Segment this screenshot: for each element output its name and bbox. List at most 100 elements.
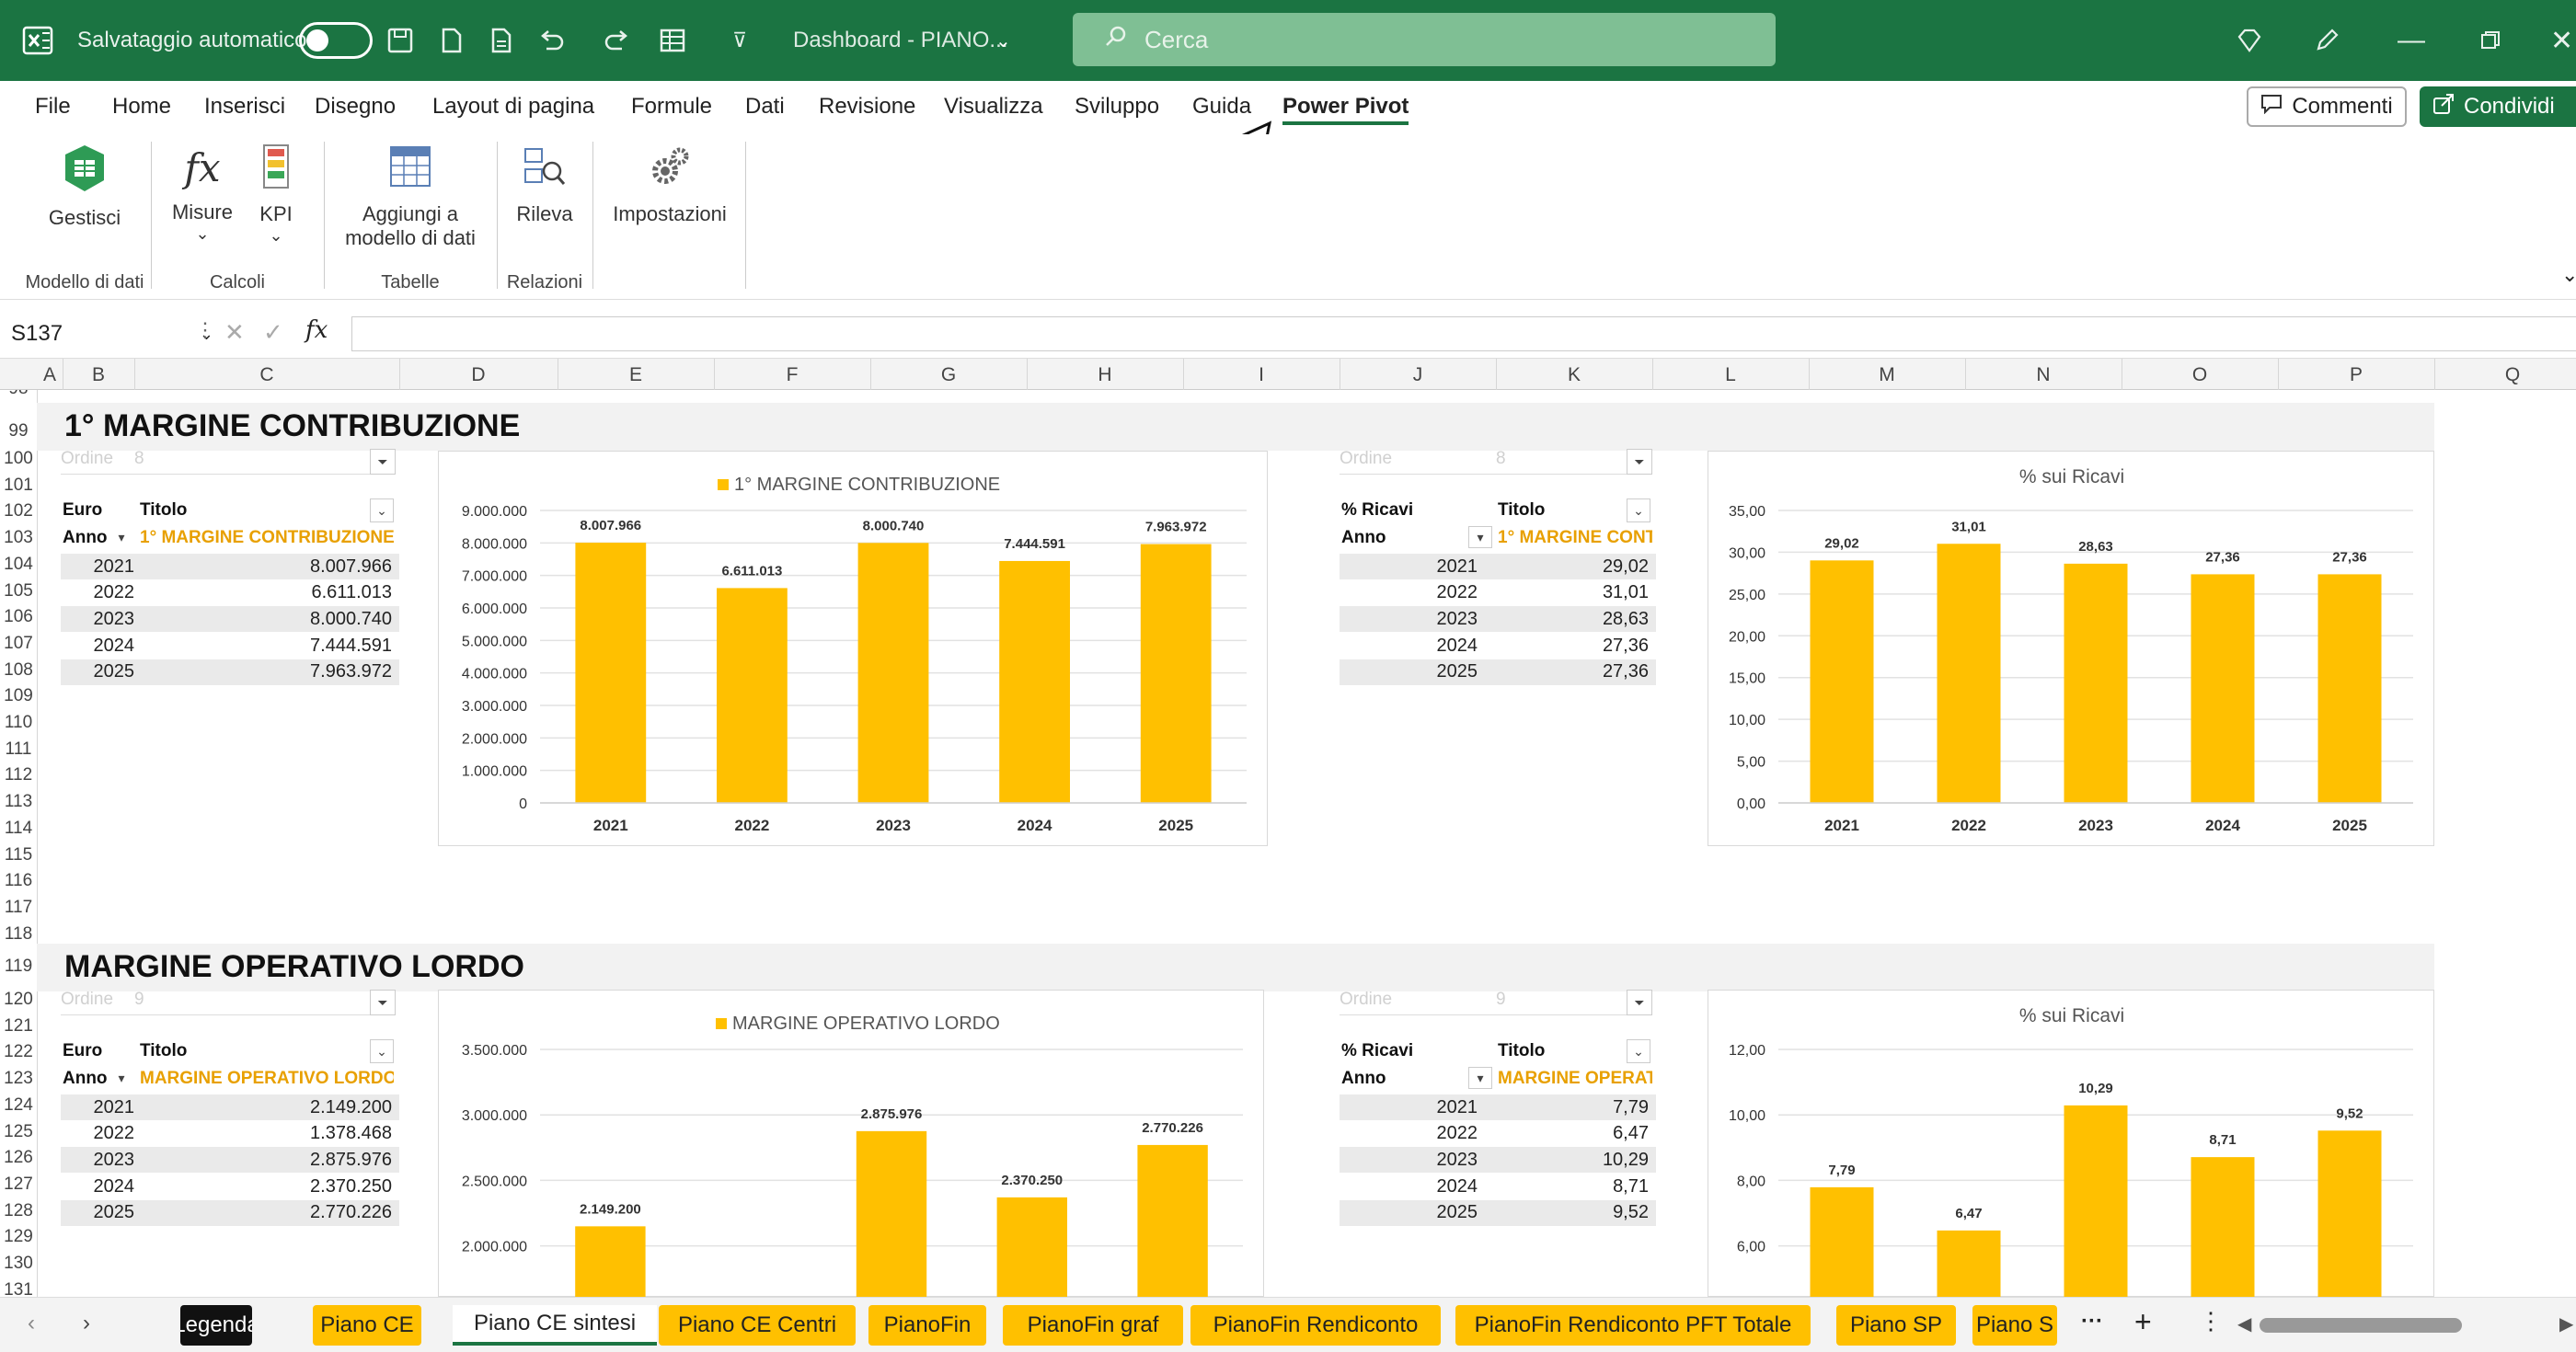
column-header-e[interactable]: E: [628, 364, 642, 385]
filter-applied-icon[interactable]: ⏷: [1627, 990, 1652, 1015]
row-header-102[interactable]: 102: [4, 501, 33, 521]
row-header-110[interactable]: 110: [4, 713, 33, 732]
confirm-icon[interactable]: ✓: [263, 318, 283, 346]
next-sheet-icon[interactable]: ›: [83, 1311, 90, 1335]
row-header-122[interactable]: 122: [4, 1042, 33, 1062]
column-header-k[interactable]: K: [1567, 364, 1581, 385]
dropdown-icon[interactable]: ⌄: [1627, 498, 1650, 522]
sheet-tab-piano-sp[interactable]: Piano SP: [1836, 1305, 1956, 1346]
row-header-129[interactable]: 129: [4, 1227, 33, 1247]
horizontal-scrollbar[interactable]: [2260, 1318, 2462, 1333]
dropdown-icon[interactable]: ▾: [110, 526, 132, 548]
sheet-tab-pianofin-rendiconto-pft-totale[interactable]: PianoFin Rendiconto PFT Totale: [1455, 1305, 1811, 1346]
column-header-i[interactable]: I: [1259, 364, 1264, 385]
sheet-tab-pianofin-rendiconto[interactable]: PianoFin Rendiconto: [1190, 1305, 1441, 1346]
dropdown-icon[interactable]: ▾: [1468, 526, 1492, 548]
add-sheet-icon[interactable]: +: [2134, 1305, 2152, 1338]
row-header-119[interactable]: 119: [4, 957, 33, 976]
kpi-button[interactable]: KPI ⌄: [248, 143, 304, 246]
insert-function-button[interactable]: fx: [305, 316, 328, 344]
column-header-p[interactable]: P: [2349, 364, 2363, 385]
gestisci-button[interactable]: Gestisci: [46, 143, 123, 230]
row-header-108[interactable]: 108: [4, 659, 33, 680]
row-header-101[interactable]: 101: [4, 475, 33, 495]
menu-sviluppo[interactable]: Sviluppo: [1075, 94, 1160, 119]
comments-button[interactable]: Commenti: [2247, 86, 2407, 127]
menu-home[interactable]: Home: [112, 94, 172, 119]
dropdown-icon[interactable]: ⌄: [370, 1039, 394, 1063]
row-header-128[interactable]: 128: [4, 1200, 33, 1220]
column-header-j[interactable]: J: [1412, 364, 1423, 385]
scroll-right-icon[interactable]: ▶: [2559, 1314, 2574, 1335]
column-header-o[interactable]: O: [2191, 364, 2208, 385]
row-header-123[interactable]: 123: [4, 1069, 33, 1089]
sheet-tab-pianofin-graf[interactable]: PianoFin graf: [1003, 1305, 1183, 1346]
row-header-105[interactable]: 105: [4, 580, 33, 601]
column-header-c[interactable]: C: [259, 364, 274, 385]
sheet-tab-piano-ce-centri[interactable]: Piano CE Centri: [659, 1305, 856, 1346]
filter-applied-icon[interactable]: ⏷: [1627, 449, 1652, 475]
row-header-107[interactable]: 107: [4, 633, 33, 653]
filter-applied-icon[interactable]: ⏷: [370, 990, 396, 1015]
dropdown-icon[interactable]: ⌄: [370, 498, 394, 522]
chart-1[interactable]: 1° MARGINE CONTRIBUZIONE 0 1.000.000 2.000.…: [438, 451, 1268, 846]
row-header-100[interactable]: 100: [4, 449, 33, 468]
column-header-b[interactable]: B: [91, 364, 105, 385]
row-header-125[interactable]: 125: [4, 1121, 33, 1141]
autosave-toggle[interactable]: [299, 22, 373, 59]
sheet-tab-piano-ce[interactable]: Piano CE: [313, 1305, 421, 1346]
print-preview-icon[interactable]: [438, 20, 466, 61]
pivot-ordine-filter[interactable]: Ordine 8: [1340, 449, 1627, 475]
row-header-99[interactable]: 99: [8, 421, 29, 441]
diamond-icon[interactable]: [2236, 20, 2263, 61]
document-icon[interactable]: [488, 20, 515, 61]
chart-3[interactable]: MARGINE OPERATIVO LORDO 2.000.000 2.500.00…: [438, 990, 1264, 1297]
name-box[interactable]: S137 ⌄: [11, 316, 223, 351]
row-header-124[interactable]: 124: [4, 1094, 33, 1115]
search-box[interactable]: Cerca: [1073, 13, 1776, 66]
impostazioni-button[interactable]: Impostazioni: [604, 143, 736, 226]
share-button[interactable]: Condividi: [2420, 86, 2576, 127]
column-header-h[interactable]: H: [1098, 364, 1112, 385]
column-header-f[interactable]: F: [786, 364, 799, 385]
menu-visualizza[interactable]: Visualizza: [944, 94, 1043, 119]
ribbon-expand-icon[interactable]: ⌄: [2561, 263, 2576, 286]
filter-applied-icon[interactable]: ⏷: [370, 449, 396, 475]
chevron-down-icon[interactable]: ⌄: [995, 30, 1011, 52]
sheet-tab-piano-ce-sintesi[interactable]: Piano CE sintesi: [453, 1305, 657, 1346]
menu-power-pivot[interactable]: Power Pivot: [1282, 94, 1409, 125]
rileva-button[interactable]: Rileva: [508, 143, 581, 226]
undo-icon[interactable]: [537, 20, 565, 61]
sheet-tab-piano-s[interactable]: Piano S: [1972, 1305, 2057, 1346]
row-header-111[interactable]: 111: [5, 739, 32, 759]
column-header-d[interactable]: D: [471, 364, 486, 385]
row-header-120[interactable]: 120: [4, 990, 33, 1009]
row-header-114[interactable]: 114: [4, 818, 33, 838]
scroll-left-icon[interactable]: ◀: [2237, 1314, 2252, 1335]
row-header-127[interactable]: 127: [4, 1174, 33, 1194]
menu-dati[interactable]: Dati: [745, 94, 785, 119]
document-title[interactable]: Dashboard - PIANO...: [793, 28, 1008, 52]
column-header-n[interactable]: N: [2036, 364, 2051, 385]
row-header-117[interactable]: 117: [4, 897, 33, 917]
column-header-q[interactable]: Q: [2504, 364, 2521, 385]
menu-revisione[interactable]: Revisione: [819, 94, 916, 119]
pivot-ordine-filter[interactable]: Ordine 8: [61, 449, 375, 475]
redo-icon[interactable]: [604, 20, 631, 61]
formula-input[interactable]: [351, 316, 2576, 351]
column-header-m[interactable]: M: [1879, 364, 1895, 385]
sheet-tab-pianofin[interactable]: PianoFin: [868, 1305, 986, 1346]
dropdown-icon[interactable]: ▾: [1468, 1067, 1492, 1089]
menu-layout-di-pagina[interactable]: Layout di pagina: [432, 94, 595, 119]
row-header-130[interactable]: 130: [4, 1254, 33, 1273]
close-icon[interactable]: ✕: [2550, 25, 2574, 56]
chart-4[interactable]: % sui Ricavi 6,00 8,00 10,00 12,00 7,79 6,47 10…: [1708, 990, 2434, 1297]
row-header-131[interactable]: 131: [4, 1279, 33, 1297]
sheet-options-icon[interactable]: ⋮: [2199, 1307, 2223, 1335]
row-header-106[interactable]: 106: [4, 607, 33, 627]
row-header-109[interactable]: 109: [4, 686, 33, 706]
menu-file[interactable]: File: [35, 94, 71, 119]
row-header-112[interactable]: 112: [4, 765, 33, 785]
row-header-104[interactable]: 104: [4, 554, 33, 574]
aggiungi-modello-button[interactable]: Aggiungi a modello di dati: [331, 143, 489, 250]
